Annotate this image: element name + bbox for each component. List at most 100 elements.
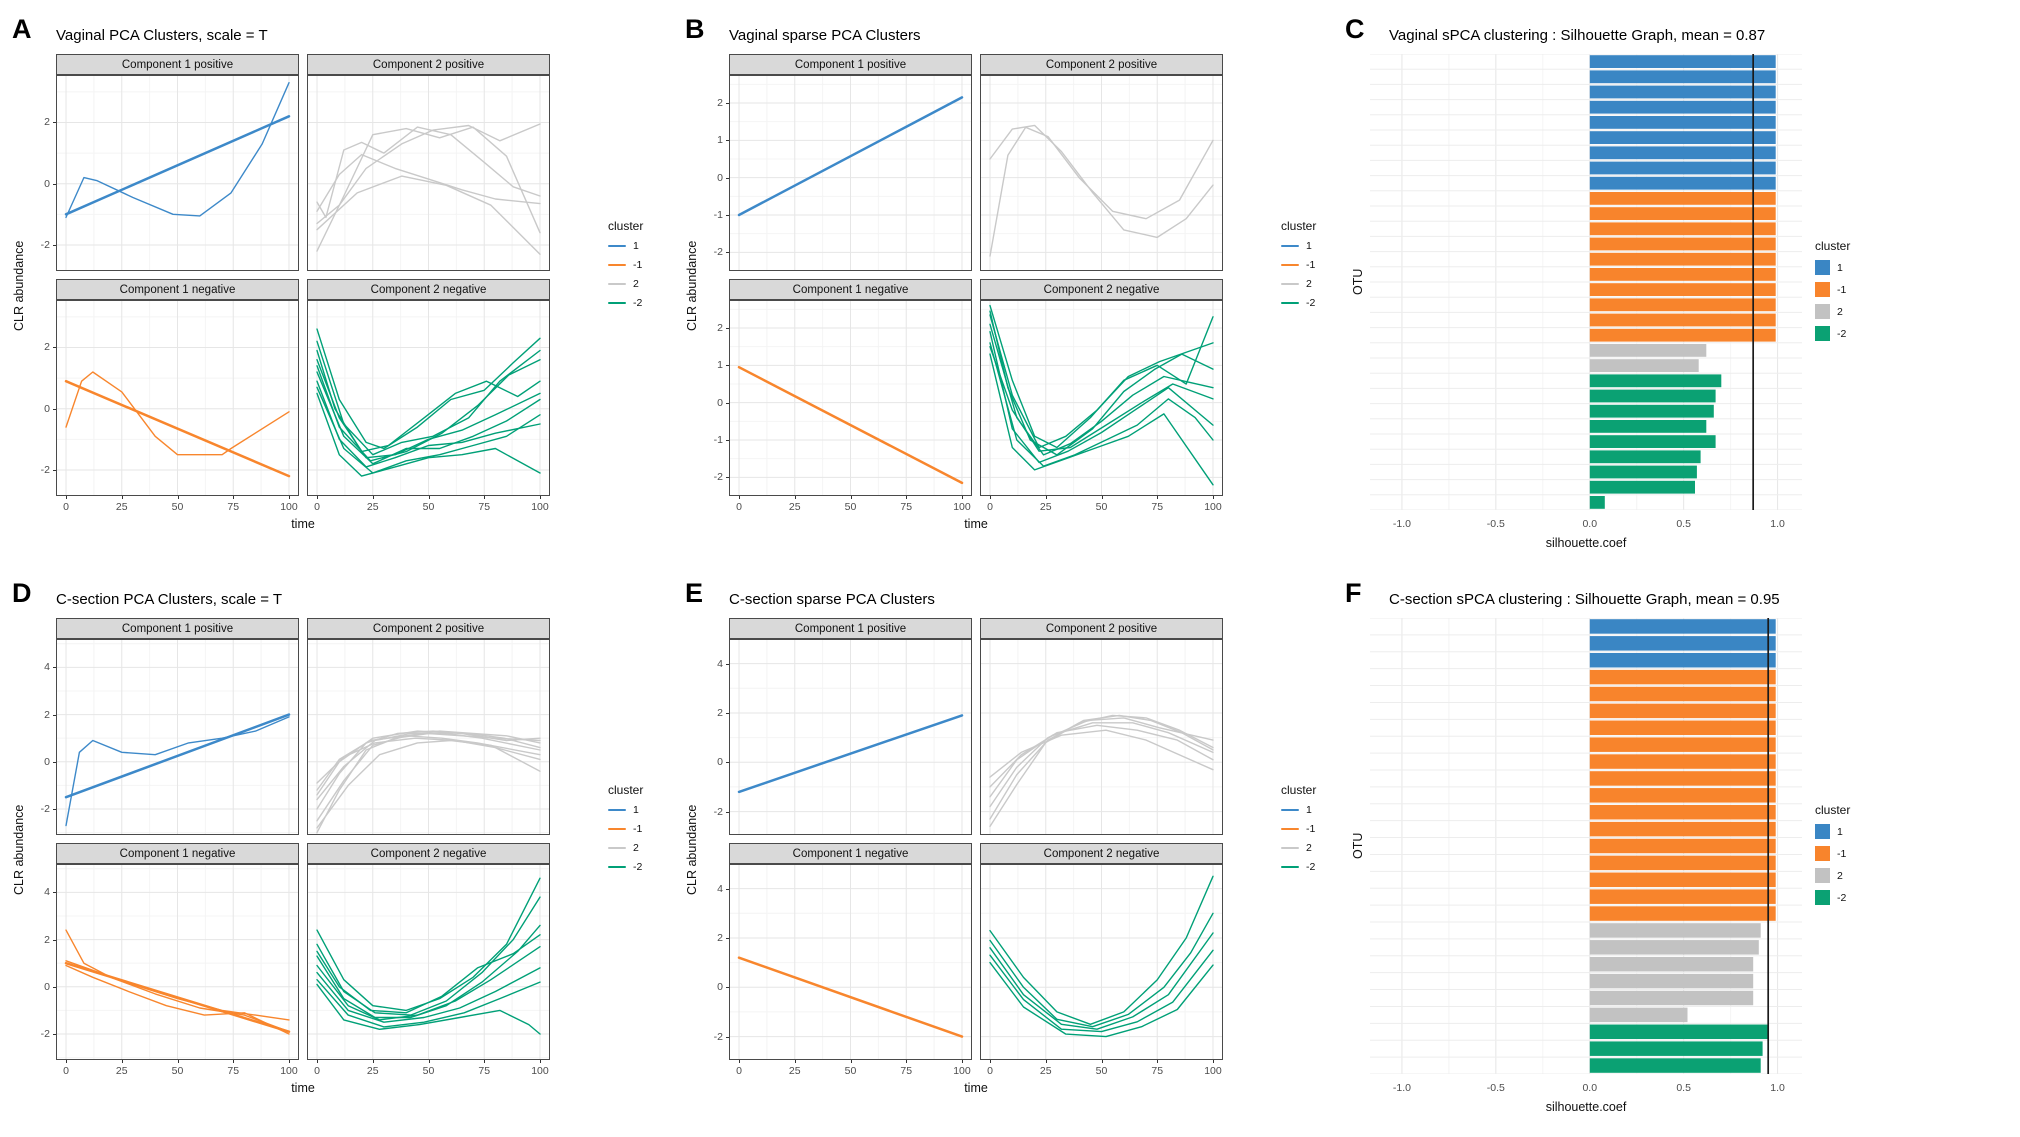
legend-title: cluster: [1815, 239, 1851, 253]
x-tick-mark: [66, 496, 68, 499]
facet-strip: Component 1 positive: [729, 618, 972, 639]
y-tick-mark: [726, 1036, 729, 1038]
legend-item: 2: [1815, 304, 1850, 319]
y-tick-label: 2: [44, 116, 50, 129]
cluster-legend: cluster 1 -1 2 -2: [608, 219, 643, 316]
line-series: [989, 961, 1214, 1038]
legend-title: cluster: [608, 783, 644, 797]
facet-plot: [729, 75, 972, 271]
silhouette-bar-plot: [1370, 618, 1802, 1074]
panel-vaginal-silhouette-graph: C Vaginal sPCA clustering : Silhouette G…: [1343, 14, 2011, 564]
y-tick-label: -1: [713, 434, 723, 446]
y-tick-mark: [726, 402, 729, 404]
legend-item: -1: [608, 259, 643, 271]
legend-item-label: 2: [1837, 305, 1843, 318]
x-tick-mark: [484, 1060, 486, 1063]
facet-plot: [980, 864, 1223, 1060]
facet-plot: [307, 864, 550, 1060]
silhouette-bar: [1589, 923, 1761, 938]
facet-strip-label: Component 1 positive: [794, 58, 907, 71]
y-tick-mark: [726, 328, 729, 329]
silhouette-bar: [1589, 480, 1695, 494]
plot-area-c: OTU -1.0 -0.5 0.0 0.5 1.0 silhouette.coef clust…: [1343, 14, 2011, 564]
x-tick-mark: [428, 496, 430, 499]
legend-item: 2: [1815, 868, 1850, 883]
legend-item-label: -1: [1306, 823, 1316, 835]
facet-plot: [56, 300, 299, 496]
y-tick-mark: [53, 183, 56, 185]
facet-strip-label: Component 2 positive: [372, 622, 485, 635]
line-series: [737, 96, 964, 217]
legend-item: -1: [1281, 259, 1316, 271]
line-series: [316, 978, 541, 1028]
legend-item: -2: [608, 861, 643, 873]
line-series: [65, 716, 290, 827]
x-tick-label: -0.5: [1486, 518, 1505, 530]
x-tick-label: 50: [422, 1065, 435, 1077]
silhouette-bar: [1589, 973, 1754, 989]
y-tick-label: 2: [44, 341, 50, 354]
facet-strip-label: Component 2 positive: [1045, 622, 1158, 635]
line-series: [64, 115, 291, 216]
facet-plot: [980, 300, 1223, 496]
legend-swatch-icon: [1281, 301, 1299, 305]
line-series: [989, 346, 1214, 452]
x-axis-label: time: [291, 1081, 315, 1095]
legend-item-label: 2: [633, 278, 639, 290]
x-tick-mark: [1157, 1060, 1159, 1063]
legend-swatch-icon: [1281, 282, 1299, 286]
silhouette-bar: [1589, 1058, 1761, 1073]
legend-swatch-icon: [608, 865, 626, 869]
x-tick-mark: [906, 1060, 908, 1063]
line-series: [989, 932, 1214, 1030]
y-tick-mark: [726, 215, 729, 216]
y-axis-label: OTU: [1351, 832, 1365, 860]
line-series: [316, 739, 541, 829]
legend-item-label: 2: [633, 842, 639, 854]
legend-item-label: 2: [1837, 869, 1843, 882]
x-tick-mark: [121, 496, 123, 499]
y-tick-mark: [726, 987, 729, 989]
x-tick-mark: [539, 496, 541, 499]
line-series: [64, 961, 291, 1033]
silhouette-bar: [1589, 192, 1776, 205]
silhouette-bar: [1589, 1007, 1688, 1023]
silhouette-bar: [1589, 619, 1776, 634]
y-tick-mark: [53, 122, 56, 124]
legend-item: -2: [608, 297, 643, 309]
legend-item: 1: [1815, 260, 1850, 275]
y-tick-mark: [726, 365, 729, 367]
facet-strip: Component 2 negative: [307, 843, 550, 864]
y-tick-label: -2: [40, 1028, 50, 1041]
y-tick-mark: [53, 1034, 56, 1036]
line-series: [65, 929, 290, 1033]
silhouette-bar: [1589, 131, 1776, 144]
legend-title: cluster: [1281, 219, 1317, 233]
line-series: [316, 126, 541, 252]
y-tick-mark: [726, 103, 729, 104]
y-tick-label: 0: [717, 171, 723, 184]
silhouette-bar: [1589, 344, 1707, 357]
x-tick-label: 75: [900, 1065, 913, 1077]
panel-label-a: A: [12, 14, 32, 44]
y-tick-mark: [726, 177, 729, 179]
legend-item: 1: [1281, 240, 1316, 252]
x-tick-mark: [990, 496, 992, 499]
x-axis-label: time: [291, 517, 315, 531]
line-series: [316, 349, 541, 453]
x-tick-label: 25: [366, 1065, 379, 1077]
facet-strip-label: Component 1 negative: [119, 847, 236, 860]
y-tick-label: 2: [717, 931, 723, 944]
facet-strip: Component 1 positive: [56, 54, 299, 75]
silhouette-bar: [1589, 788, 1776, 803]
facet-plot: [56, 75, 299, 271]
y-tick-mark: [53, 244, 56, 246]
silhouette-bar: [1589, 450, 1701, 464]
x-tick-label: 25: [788, 1065, 801, 1077]
x-tick-label: 0: [63, 501, 69, 513]
panel-title-c: Vaginal sPCA clustering : Silhouette Gra…: [1389, 27, 1766, 44]
silhouette-bar: [1589, 298, 1776, 312]
legend-swatch-icon: [1815, 326, 1830, 341]
silhouette-bar: [1589, 268, 1776, 281]
silhouette-bar: [1589, 146, 1776, 160]
